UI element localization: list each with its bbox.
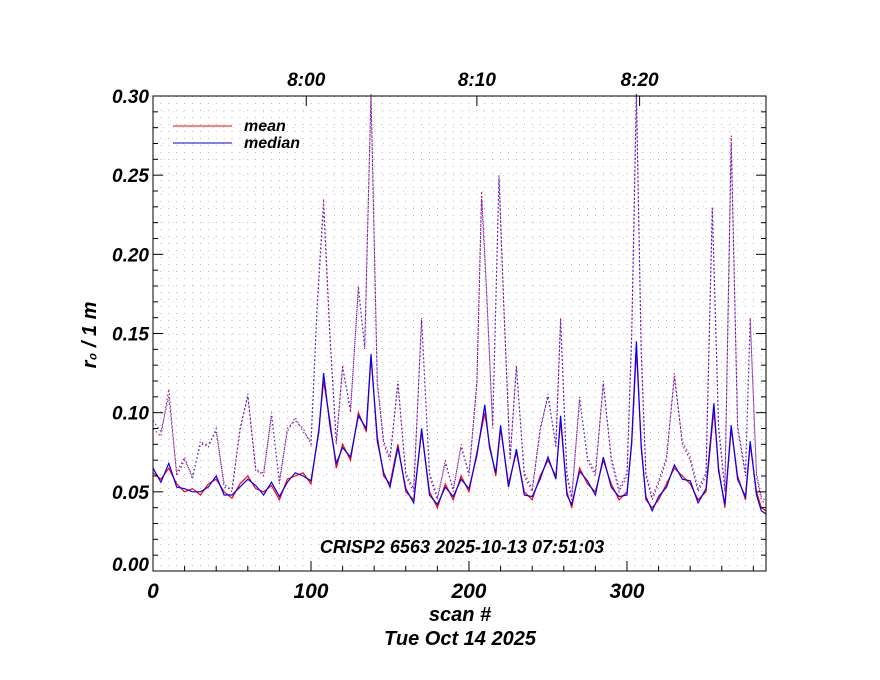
axis-ticks <box>152 95 766 572</box>
x-tick-label: 100 <box>293 580 328 603</box>
x-axis-label: scan # <box>429 604 492 626</box>
series-line-2 <box>152 93 767 505</box>
y-axis-label: r₀ / 1 m <box>79 302 101 369</box>
series-line-1 <box>152 341 767 515</box>
axis-tick-labels: 0.00 0.05 0.10 0.15 0.20 0.25 0.30 0 100 200 300 8:… <box>112 70 659 603</box>
x-tick-label: 300 <box>609 580 644 603</box>
x-tick-label: 200 <box>450 580 486 603</box>
series-layer <box>152 93 767 515</box>
chart-annotation: CRISP2 6563 2025-10-13 07:51:03 <box>320 537 604 557</box>
x-tick-label: 0 <box>147 580 159 603</box>
y-tick-label: 0.15 <box>112 325 149 346</box>
top-time-label: 8:20 <box>621 70 659 91</box>
legend-label-median: median <box>244 135 300 152</box>
y-tick-label: 0.25 <box>112 166 149 187</box>
y-tick-label: 0.05 <box>112 483 149 504</box>
top-time-label: 8:00 <box>287 70 325 91</box>
legend-label-mean: mean <box>244 118 286 135</box>
date-label: Tue Oct 14 2025 <box>384 628 537 650</box>
grid-lines <box>153 96 766 571</box>
top-time-label: 8:10 <box>458 70 496 91</box>
plot-frame <box>152 95 767 572</box>
y-tick-label: 0.00 <box>112 555 149 576</box>
legend: mean median <box>173 118 300 152</box>
y-tick-label: 0.20 <box>112 245 149 266</box>
y-tick-label: 0.10 <box>112 404 149 425</box>
y-tick-label: 0.30 <box>112 87 149 108</box>
series-line-3 <box>152 93 767 502</box>
